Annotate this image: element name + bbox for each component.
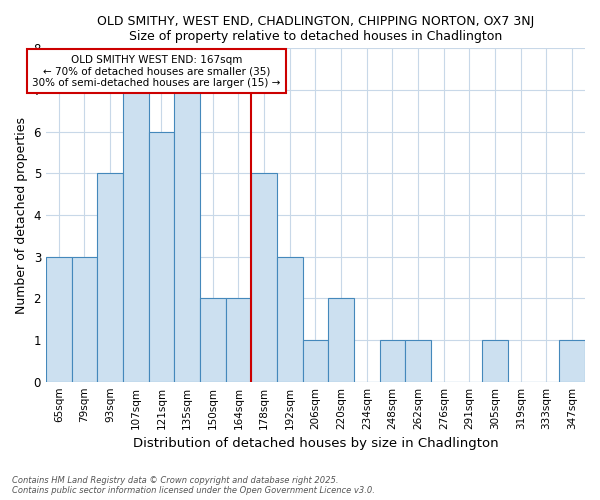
Y-axis label: Number of detached properties: Number of detached properties: [15, 116, 28, 314]
Bar: [71, 256, 97, 382]
Bar: [406, 340, 431, 382]
Bar: [149, 132, 174, 382]
Bar: [328, 298, 354, 382]
Bar: [226, 298, 251, 382]
Bar: [174, 90, 200, 382]
Bar: [482, 340, 508, 382]
Bar: [46, 256, 71, 382]
Bar: [251, 174, 277, 382]
Bar: [559, 340, 585, 382]
Bar: [302, 340, 328, 382]
Title: OLD SMITHY, WEST END, CHADLINGTON, CHIPPING NORTON, OX7 3NJ
Size of property rel: OLD SMITHY, WEST END, CHADLINGTON, CHIPP…: [97, 15, 534, 43]
Text: Contains HM Land Registry data © Crown copyright and database right 2025.
Contai: Contains HM Land Registry data © Crown c…: [12, 476, 375, 495]
Bar: [380, 340, 406, 382]
Bar: [123, 90, 149, 382]
Bar: [97, 174, 123, 382]
Bar: [277, 256, 302, 382]
X-axis label: Distribution of detached houses by size in Chadlington: Distribution of detached houses by size …: [133, 437, 498, 450]
Text: OLD SMITHY WEST END: 167sqm
← 70% of detached houses are smaller (35)
30% of sem: OLD SMITHY WEST END: 167sqm ← 70% of det…: [32, 54, 280, 88]
Bar: [200, 298, 226, 382]
